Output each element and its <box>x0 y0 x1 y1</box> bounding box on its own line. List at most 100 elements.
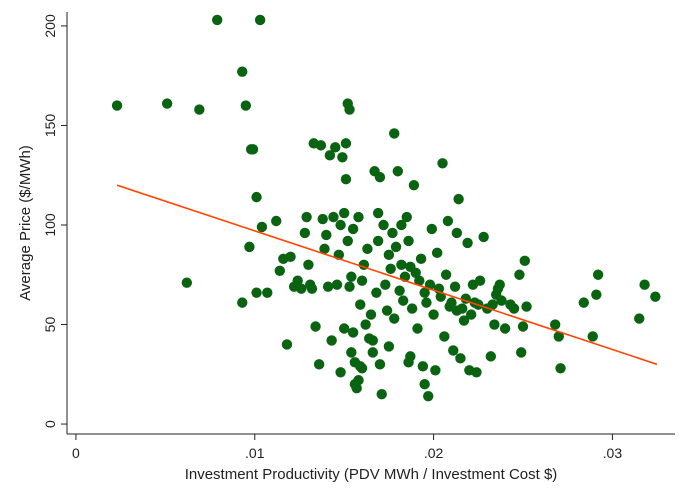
data-point <box>321 229 332 241</box>
data-point <box>412 323 423 334</box>
data-point <box>347 327 359 338</box>
data-point <box>181 277 193 288</box>
data-point <box>465 309 477 320</box>
data-point <box>421 297 432 308</box>
data-point <box>392 166 404 177</box>
y-tick-label: 100 <box>42 213 58 237</box>
data-point <box>381 305 393 316</box>
data-point <box>592 269 604 280</box>
data-point <box>403 235 414 247</box>
data-point <box>326 335 337 346</box>
data-point <box>390 241 402 253</box>
data-point <box>344 281 355 292</box>
x-tick-label: .01 <box>245 445 265 461</box>
data-point <box>397 295 409 306</box>
data-point <box>383 341 395 352</box>
data-point <box>324 150 336 161</box>
data-point <box>448 345 459 356</box>
data-point <box>340 138 352 149</box>
data-point <box>301 211 312 223</box>
data-point <box>244 241 255 253</box>
data-point <box>401 211 412 223</box>
data-point <box>303 259 314 271</box>
data-point <box>650 291 661 302</box>
data-point <box>508 303 520 314</box>
data-point <box>374 359 386 370</box>
data-point <box>389 313 400 324</box>
points-layer <box>111 14 661 402</box>
data-point <box>430 365 441 376</box>
data-point <box>194 104 205 115</box>
data-point <box>342 235 353 247</box>
data-point <box>353 211 364 223</box>
data-point <box>514 269 525 280</box>
data-point <box>315 140 327 151</box>
y-tick-label: 150 <box>42 114 58 138</box>
data-point <box>415 253 427 265</box>
data-point <box>437 158 448 169</box>
data-point <box>405 261 416 272</box>
data-point <box>414 275 425 286</box>
data-point <box>555 363 566 374</box>
fit-line <box>116 184 658 366</box>
data-point <box>634 313 645 324</box>
data-point <box>331 279 343 290</box>
data-point <box>328 211 339 223</box>
data-point <box>212 14 223 26</box>
data-point <box>299 227 311 239</box>
data-point <box>519 255 530 267</box>
data-point <box>387 227 398 239</box>
data-point <box>240 100 252 111</box>
data-point <box>247 144 259 155</box>
data-point <box>496 295 507 306</box>
x-axis-label: Investment Productivity (PDV MWh / Inves… <box>185 466 558 483</box>
data-point <box>591 289 602 300</box>
data-point <box>458 315 470 326</box>
data-point <box>365 309 377 320</box>
data-point <box>451 227 463 239</box>
data-point <box>406 303 418 314</box>
data-point <box>371 287 382 298</box>
data-point <box>346 271 357 282</box>
data-point <box>378 219 389 231</box>
data-point <box>362 243 373 255</box>
data-point <box>431 247 443 259</box>
data-point <box>271 215 282 227</box>
data-point <box>335 367 346 378</box>
data-point <box>237 66 248 77</box>
data-point <box>372 235 384 247</box>
data-point <box>372 207 384 219</box>
data-point <box>262 287 273 298</box>
y-axis: 0 50 100 150 200 <box>42 14 67 428</box>
data-point <box>478 231 489 243</box>
data-point <box>346 347 357 358</box>
data-point <box>356 275 368 286</box>
plot-frame <box>66 12 675 435</box>
data-point <box>281 339 293 350</box>
data-point <box>319 243 330 255</box>
data-point <box>367 335 378 346</box>
data-point <box>587 331 598 342</box>
data-point <box>376 388 387 400</box>
data-point <box>254 14 266 26</box>
data-point <box>355 361 366 372</box>
data-point <box>428 309 439 320</box>
data-point <box>578 297 589 308</box>
data-point <box>396 219 407 231</box>
x-tick-label: .02 <box>424 445 444 461</box>
data-point <box>403 357 414 368</box>
data-point <box>549 319 561 330</box>
data-point <box>351 383 362 394</box>
data-point <box>639 279 650 290</box>
data-point <box>494 279 505 290</box>
data-point <box>317 213 328 225</box>
x-tick-label: 0 <box>72 445 80 461</box>
data-point <box>553 331 564 342</box>
data-point <box>487 299 498 310</box>
data-point <box>313 359 325 370</box>
data-point <box>423 390 434 402</box>
data-point <box>417 361 429 372</box>
y-tick-label: 0 <box>42 420 58 428</box>
data-point <box>335 219 346 231</box>
